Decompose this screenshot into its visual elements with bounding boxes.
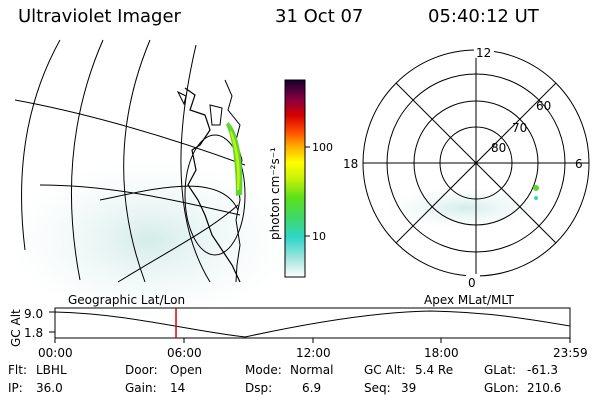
aurora-core — [230, 130, 240, 190]
orbit-panel: Geographic Lat/Lon Apex MLat/MLT GC Alt … — [9, 293, 588, 360]
colorbar-tick-label: 10 — [312, 230, 326, 243]
time-label: 05:40:12 UT — [428, 6, 539, 27]
dsp-label: Dsp: — [245, 381, 273, 395]
seq-label: Seq: — [364, 381, 391, 395]
orbit-left-title: Geographic Lat/Lon — [68, 293, 185, 307]
gain-label: Gain: — [125, 381, 157, 395]
colorbar-tick-label: 100 — [312, 141, 333, 154]
label-bg — [474, 44, 494, 58]
longitude-line — [71, 39, 104, 281]
orbit-x-tick: 23:59 — [553, 346, 588, 360]
colorbar-gradient — [284, 79, 306, 278]
ip-value: 36.0 — [36, 381, 63, 395]
polar-axis — [395, 82, 557, 244]
longitude-line — [21, 39, 61, 251]
colorbar: 100 10 photon cm⁻²s⁻¹ — [268, 79, 333, 278]
glon-value: 210.6 — [527, 381, 562, 395]
orbit-y-tick: 9.0 — [24, 307, 43, 321]
orbit-x-tick: 06:00 — [167, 346, 202, 360]
lat-label-80: 80 — [491, 141, 506, 155]
mode-label: Mode: — [245, 363, 282, 377]
gc-alt-label: GC Alt: — [364, 363, 406, 377]
coastline-island — [176, 90, 187, 106]
glat-value: -61.3 — [527, 363, 559, 377]
lat-label-60: 60 — [536, 99, 551, 113]
coastline-island — [209, 104, 223, 126]
orbit-y-axis-label: GC Alt — [9, 309, 23, 347]
instrument-title: Ultraviolet Imager — [18, 6, 181, 27]
mlt-label-18: 18 — [343, 157, 358, 171]
mode-value: Normal — [290, 363, 334, 377]
info-row-2: IP: 36.0 Gain: 14 Dsp: 6.9 Seq: 39 GLon:… — [8, 381, 598, 399]
date-label: 31 Oct 07 — [275, 6, 364, 27]
longitude-line — [123, 39, 151, 283]
flt-label: Flt: — [8, 363, 27, 377]
label-bg — [466, 274, 480, 288]
glat-label: GLat: — [484, 363, 517, 377]
latitude-line — [14, 99, 246, 166]
polar-labels: 12 18 6 0 60 70 80 — [343, 44, 583, 290]
orbit-x-tick: 12:00 — [296, 346, 331, 360]
orbit-y-tick: 1.8 — [24, 326, 43, 340]
flt-value: LBHL — [36, 363, 67, 377]
mlt-label-00: 0 — [468, 276, 476, 290]
polar-plot — [362, 49, 590, 277]
orbit-right-title: Apex MLat/MLT — [424, 293, 514, 307]
polar-emission-point — [533, 185, 539, 191]
altitude-curve — [54, 310, 571, 338]
polar-emission-point — [534, 196, 538, 200]
longitude-line — [180, 44, 211, 283]
auroral-oval-outline — [184, 134, 246, 256]
orbit-x-tick: 00:00 — [38, 346, 73, 360]
mlt-label-06: 6 — [575, 157, 583, 171]
gc-alt-value: 5.4 Re — [415, 363, 454, 377]
door-value: Open — [170, 363, 203, 377]
door-label: Door: — [125, 363, 158, 377]
coastline — [184, 87, 241, 283]
mlt-label-12: 12 — [476, 46, 491, 60]
orbit-x-tick: 18:00 — [424, 346, 459, 360]
glon-label: GLon: — [484, 381, 519, 395]
latitude-line — [39, 184, 241, 216]
gain-value: 14 — [170, 381, 186, 395]
terminator-line — [99, 185, 239, 211]
lat-label-70: 70 — [512, 121, 527, 135]
longitude-line — [117, 204, 239, 283]
info-row-1: Flt: LBHL Door: Open Mode: Normal GC Alt… — [8, 363, 598, 381]
ip-label: IP: — [8, 381, 23, 395]
seq-value: 39 — [401, 381, 417, 395]
dsp-value: 6.9 — [302, 381, 322, 395]
geographic-map — [10, 39, 290, 320]
colorbar-unit-label: photon cm⁻²s⁻¹ — [268, 147, 282, 240]
